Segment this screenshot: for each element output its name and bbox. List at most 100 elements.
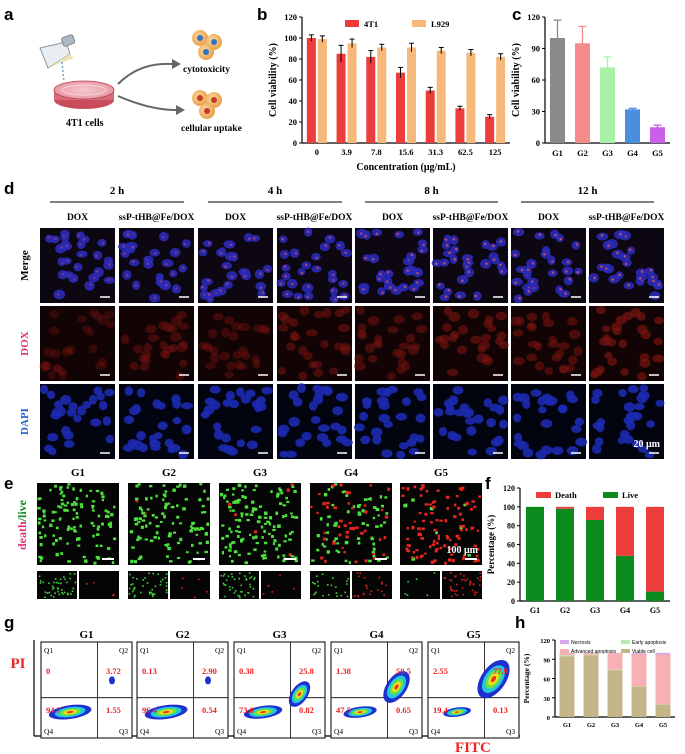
chart-b-ytick-label: 20 (289, 117, 298, 127)
panel-d-nucleus (607, 357, 618, 366)
panel-e-cell (331, 503, 335, 507)
panel-g-density (357, 711, 363, 714)
panel-e-cell (337, 525, 341, 529)
panel-d-nucleus (547, 255, 556, 266)
panel-e-cell (153, 535, 157, 539)
chart-b-legend-swatch-4t1 (345, 20, 359, 27)
panel-d-nucleus (295, 438, 306, 448)
panel-d-nucleus-dox (300, 271, 304, 275)
chart-f-bar-segment (556, 508, 574, 601)
outcome-cytotoxicity: cytotoxicity (183, 65, 230, 75)
panel-g-q2-name: Q2 (215, 646, 224, 655)
chart-f-ytick-label: 120 (503, 484, 515, 493)
panel-e-cell (406, 549, 411, 553)
panel-e-thumbnail-cell (48, 591, 51, 594)
panel-e-cell (203, 510, 207, 514)
panel-e-cell (406, 526, 409, 530)
panel-d-nucleus (381, 449, 393, 458)
panel-e-cell (363, 529, 367, 533)
panel-d-nucleus (440, 341, 449, 350)
panel-d-nucleus (316, 432, 329, 442)
panel-e-cell (285, 496, 288, 500)
panel-d-nucleus (407, 345, 419, 356)
panel-e-cell (268, 522, 272, 526)
panel-e-cell (273, 539, 277, 543)
panel-e-cell (230, 530, 233, 534)
panel-d-nucleus (158, 320, 169, 331)
panel-e-thumbnail-cell (479, 579, 481, 582)
panel-d-nucleus (292, 397, 303, 407)
panel-e-cell (137, 483, 141, 486)
panel-d-nucleus (551, 446, 564, 455)
panel-d-nucleus (44, 444, 54, 453)
panel-e-cell (326, 550, 330, 554)
panel-e-cell (383, 521, 387, 524)
panel-e-thumbnail-cell (469, 583, 471, 586)
panel-d-nucleus (60, 233, 70, 242)
panel-d-nucleus-dox (618, 273, 622, 277)
panel-d-nucleus (457, 345, 467, 355)
panel-d-nucleus (399, 342, 411, 350)
panel-e-thumbnail-cell (74, 581, 77, 584)
panel-e-cell (283, 540, 287, 543)
panel-e-cell (251, 510, 255, 513)
panel-d-nucleus (618, 388, 627, 398)
panel-d-nucleus (317, 424, 330, 432)
panel-e-thumbnail-cell (71, 590, 74, 593)
panel-e-cell (293, 516, 296, 519)
panel-d-nucleus (237, 362, 248, 371)
panel-e-cell (387, 487, 391, 491)
panel-e-cell (141, 511, 145, 515)
panel-d-nucleus-dox (248, 237, 251, 241)
panel-e-cell (260, 525, 264, 529)
panel-d-nucleus (149, 434, 158, 444)
panel-d-nucleus (498, 266, 508, 276)
panel-e-cell (434, 549, 438, 553)
panel-g-group-label: G3 (272, 629, 287, 641)
panel-d-nucleus (41, 361, 52, 371)
panel-e-thumbnail-cell (244, 575, 246, 577)
panel-d-nucleus (169, 332, 182, 342)
panel-e-cell (186, 551, 189, 554)
panel-d-nucleus (362, 399, 372, 409)
panel-e-cell (333, 524, 337, 527)
panel-e-cell (276, 492, 280, 496)
chart-h-bar-segment (559, 652, 575, 656)
panel-e-cell (79, 524, 82, 528)
panel-letter-c: c (512, 5, 521, 24)
panel-e-cell (51, 510, 55, 514)
panel-e-cell (252, 507, 256, 511)
chart-b-bar (377, 47, 387, 144)
panel-e-thumbnail-cell (249, 583, 251, 586)
panel-e-cell (421, 527, 425, 531)
panel-e-cell (345, 535, 349, 539)
panel-e-cell (334, 537, 338, 541)
panel-d-nucleus (238, 346, 249, 356)
panel-e-cell (373, 506, 377, 509)
panel-g-q1-value: 0 (46, 666, 50, 676)
panel-d-nucleus-dox (543, 252, 546, 256)
panel-e-cell (437, 537, 440, 541)
chart-b-bar (496, 56, 506, 143)
panel-g-q2-value: 25.8 (299, 666, 314, 676)
panel-d-nucleus-dox (79, 254, 82, 257)
panel-d-nucleus (467, 448, 477, 456)
panel-e-cell (258, 515, 262, 519)
panel-d-nucleus-dox (47, 236, 51, 239)
panel-e-cell (252, 536, 255, 540)
panel-d-nucleus (378, 413, 391, 423)
panel-d-nucleus (181, 239, 191, 248)
panel-d-nucleus-dox (89, 283, 93, 286)
panel-e-cell (39, 559, 42, 563)
panel-e-cell (275, 494, 280, 498)
chart-h-ytick-label: 90 (544, 657, 551, 664)
panel-d-nucleus-dox (62, 234, 66, 238)
panel-e-cell (91, 500, 96, 503)
panel-e-cell (150, 496, 153, 500)
panel-e-cell (42, 509, 46, 513)
panel-d-nucleus (540, 419, 553, 428)
panel-e-cell (351, 507, 354, 510)
panel-d-nucleus (395, 412, 408, 421)
panel-e-cell (233, 550, 238, 554)
panel-e-cell (39, 543, 43, 547)
